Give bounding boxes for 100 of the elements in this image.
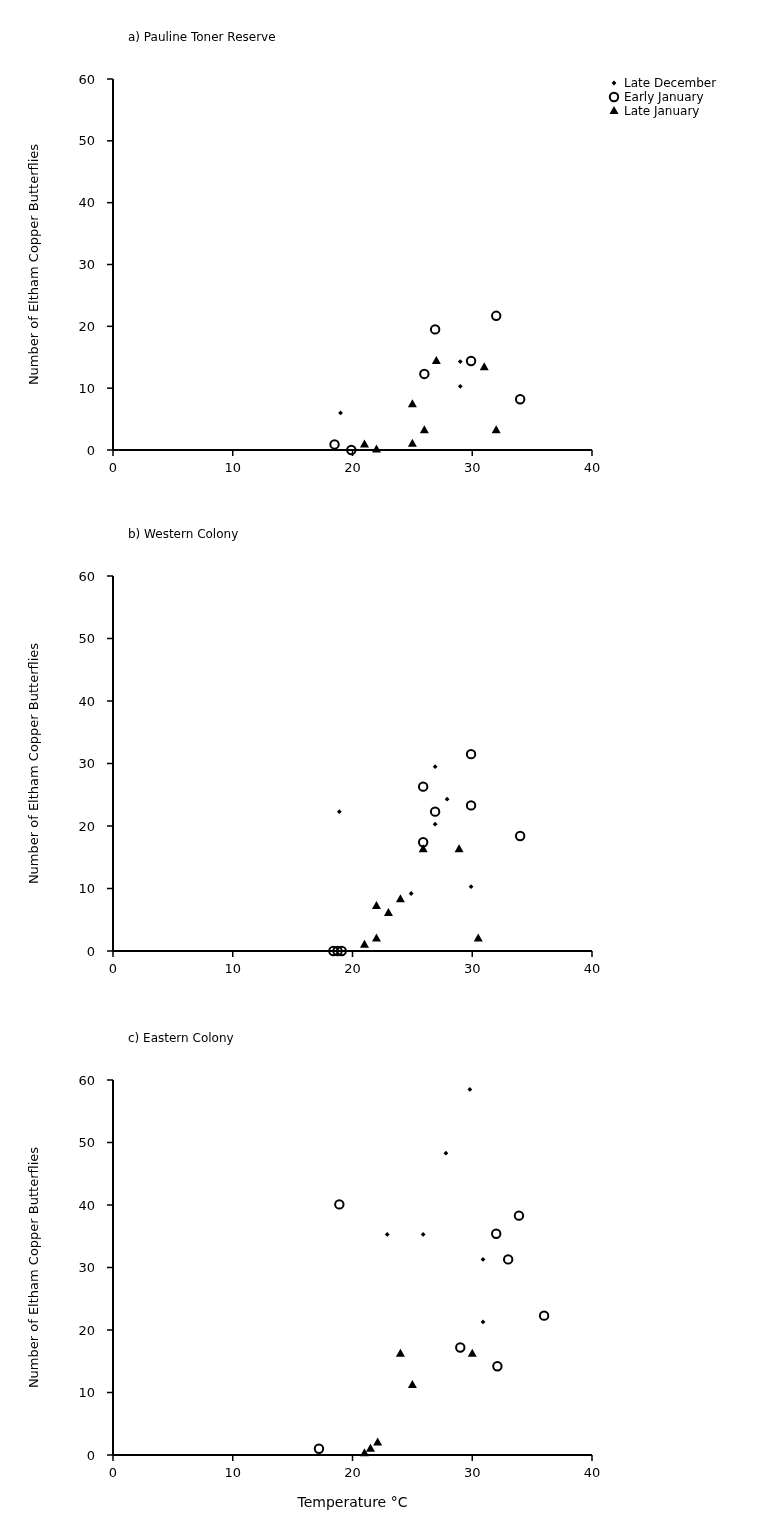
point bbox=[419, 368, 430, 380]
x-tick-label: 0 bbox=[108, 1465, 118, 1480]
point bbox=[480, 1319, 486, 1325]
point bbox=[465, 748, 477, 760]
point bbox=[431, 355, 441, 364]
y-tick-label: 30 bbox=[78, 756, 95, 772]
point bbox=[336, 809, 342, 815]
point bbox=[502, 1254, 514, 1265]
x-tick-label: 30 bbox=[463, 961, 481, 976]
point bbox=[383, 907, 393, 916]
legend-label: Early January bbox=[624, 90, 704, 105]
point bbox=[395, 1348, 405, 1357]
x-tick-label: 20 bbox=[344, 460, 361, 475]
point bbox=[429, 806, 441, 817]
point bbox=[329, 439, 340, 450]
point bbox=[455, 1342, 466, 1353]
x-tick-label: 20 bbox=[344, 1465, 361, 1480]
point bbox=[418, 844, 428, 853]
x-axis-title: Temperature °C bbox=[296, 1494, 408, 1510]
point bbox=[371, 444, 381, 453]
y-tick-label: 20 bbox=[78, 818, 95, 834]
x-tick-label: 10 bbox=[224, 460, 242, 475]
chart-title: a) Pauline Toner Reserve bbox=[128, 30, 276, 44]
point bbox=[432, 821, 438, 827]
y-tick-label: 40 bbox=[78, 1197, 95, 1213]
point bbox=[359, 1448, 369, 1457]
y-axis-title: Number of Eltham Copper Butterflies bbox=[26, 143, 41, 386]
point bbox=[514, 394, 526, 405]
point bbox=[328, 945, 339, 957]
y-tick-label: 40 bbox=[78, 195, 95, 211]
point bbox=[465, 800, 477, 811]
y-tick-label: 60 bbox=[78, 1072, 95, 1088]
legend-label: Late December bbox=[624, 76, 717, 91]
point bbox=[359, 939, 369, 948]
point bbox=[491, 1228, 502, 1239]
point bbox=[371, 901, 381, 909]
y-axis-title: Number of Eltham Copper Butterflies bbox=[26, 642, 41, 885]
x-tick-label: 20 bbox=[344, 961, 361, 976]
point bbox=[457, 359, 463, 364]
x-tick-label: 0 bbox=[108, 961, 118, 976]
point bbox=[467, 1348, 477, 1357]
legend-label: Late January bbox=[624, 104, 700, 119]
x-tick-label: 10 bbox=[224, 961, 242, 976]
y-tick-label: 30 bbox=[78, 1260, 95, 1276]
y-tick-label: 50 bbox=[78, 1135, 95, 1151]
point bbox=[371, 933, 381, 942]
point bbox=[419, 425, 429, 434]
y-tick-label: 20 bbox=[78, 318, 95, 334]
point bbox=[313, 1443, 325, 1454]
point bbox=[332, 945, 343, 957]
y-tick-label: 10 bbox=[78, 881, 95, 897]
point bbox=[408, 891, 414, 896]
x-tick-label: 30 bbox=[463, 1465, 481, 1480]
point bbox=[444, 796, 450, 802]
point bbox=[407, 399, 417, 408]
point bbox=[492, 1361, 503, 1372]
point bbox=[443, 1150, 449, 1156]
point bbox=[365, 1443, 375, 1452]
y-tick-label: 0 bbox=[86, 442, 95, 458]
point bbox=[454, 844, 464, 853]
point bbox=[513, 1210, 525, 1221]
y-tick-label: 10 bbox=[78, 380, 95, 396]
x-tick-label: 0 bbox=[108, 460, 118, 475]
y-tick-label: 0 bbox=[86, 943, 95, 959]
point bbox=[429, 324, 441, 335]
y-tick-label: 40 bbox=[78, 693, 95, 709]
point bbox=[417, 781, 429, 792]
y-tick-label: 30 bbox=[78, 257, 95, 273]
y-tick-label: 20 bbox=[78, 1322, 95, 1338]
y-tick-label: 50 bbox=[78, 133, 95, 149]
point bbox=[336, 945, 347, 957]
y-tick-label: 60 bbox=[78, 71, 95, 87]
x-tick-label: 40 bbox=[583, 961, 601, 976]
point bbox=[346, 444, 357, 456]
y-axis-title: Number of Eltham Copper Butterflies bbox=[26, 1146, 41, 1389]
point bbox=[373, 1437, 383, 1446]
point bbox=[479, 362, 489, 371]
point bbox=[538, 1310, 550, 1321]
y-tick-label: 10 bbox=[78, 1385, 95, 1401]
x-tick-label: 10 bbox=[224, 1465, 242, 1480]
x-tick-label: 30 bbox=[463, 460, 481, 475]
point bbox=[359, 439, 369, 448]
point bbox=[417, 837, 429, 848]
y-tick-label: 0 bbox=[86, 1447, 95, 1463]
point bbox=[465, 355, 477, 367]
point bbox=[491, 425, 501, 434]
point bbox=[334, 1199, 345, 1210]
point bbox=[407, 438, 417, 447]
y-tick-label: 50 bbox=[78, 631, 95, 647]
y-tick-label: 60 bbox=[78, 568, 95, 584]
point bbox=[395, 894, 405, 903]
point bbox=[480, 1256, 486, 1262]
x-tick-label: 40 bbox=[583, 460, 601, 475]
chart-title: c) Eastern Colony bbox=[128, 1031, 234, 1045]
point bbox=[514, 830, 526, 842]
point bbox=[407, 1380, 417, 1388]
point bbox=[491, 310, 502, 322]
chart-title: b) Western Colony bbox=[128, 527, 239, 541]
x-tick-label: 40 bbox=[583, 1465, 601, 1480]
point bbox=[473, 933, 483, 942]
